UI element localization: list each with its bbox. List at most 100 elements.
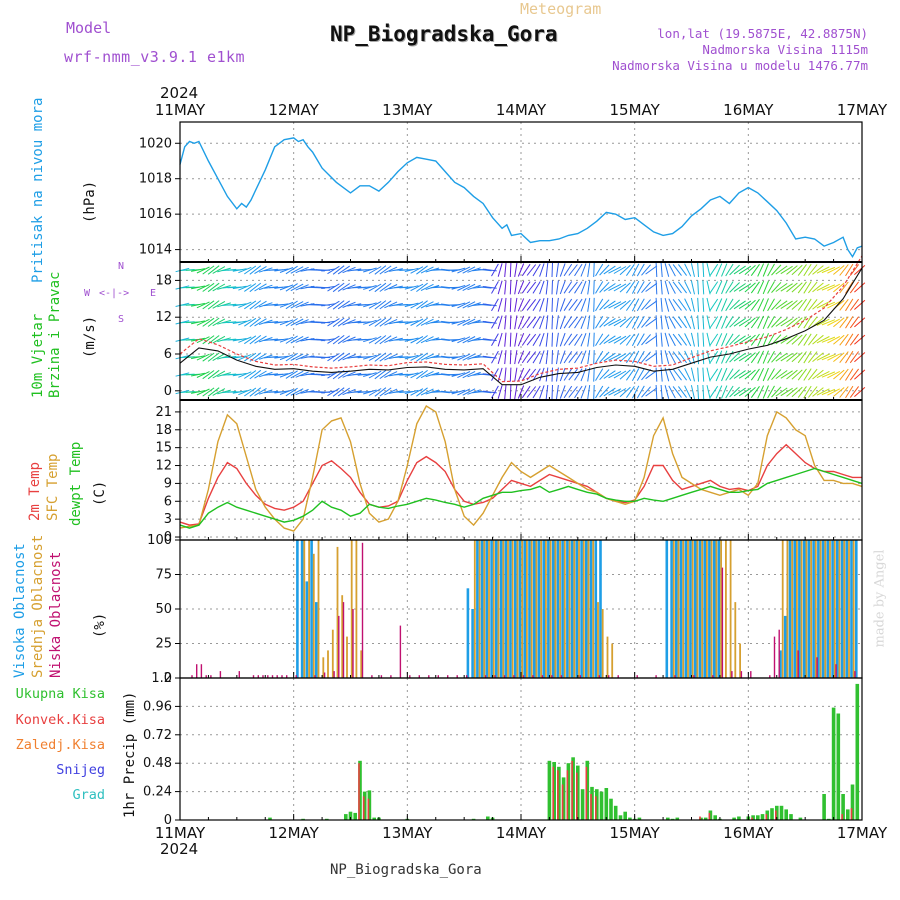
wind-arrow bbox=[196, 353, 210, 361]
wind-arrow bbox=[384, 388, 398, 396]
wind-arrow bbox=[504, 280, 507, 295]
wind-arrow bbox=[196, 284, 210, 291]
precip-convective-bar bbox=[775, 810, 777, 820]
wind-arrow bbox=[504, 262, 507, 278]
wind-arrow bbox=[207, 352, 220, 362]
y-tick-label: 0 bbox=[164, 671, 172, 686]
wind-arrow bbox=[738, 335, 752, 344]
wind-arrow bbox=[563, 263, 573, 277]
wind-arrow bbox=[845, 298, 854, 312]
y-tick-label: 18 bbox=[155, 423, 172, 438]
high-cloud-bar bbox=[817, 540, 820, 678]
wind-arrow bbox=[514, 385, 518, 399]
wind-arrow bbox=[342, 301, 356, 308]
wind-arrow bbox=[797, 386, 807, 398]
wind-arrow bbox=[539, 332, 545, 347]
high-cloud-bar bbox=[315, 602, 318, 678]
temp-unit: (C) bbox=[92, 480, 108, 506]
low-cloud-bar bbox=[598, 675, 600, 678]
wind-arrow bbox=[514, 280, 518, 295]
wind-arrow bbox=[849, 351, 860, 364]
wind-arrow bbox=[410, 370, 424, 379]
wind-arrow bbox=[462, 388, 476, 396]
wind-arrow bbox=[833, 369, 845, 380]
wind-arrow bbox=[559, 280, 566, 295]
wind-arrow bbox=[357, 303, 372, 306]
wind-arrow bbox=[780, 283, 793, 292]
wind-arrow bbox=[509, 384, 512, 400]
wind-arrow bbox=[342, 354, 356, 361]
wind-arrow bbox=[854, 299, 866, 310]
wind-arrow bbox=[797, 368, 807, 381]
wind-arrow bbox=[797, 264, 807, 276]
wind-arrow bbox=[285, 370, 298, 379]
mid-cloud-bar bbox=[360, 650, 363, 678]
wind-arrow bbox=[410, 318, 424, 326]
wind-arrow bbox=[603, 352, 616, 362]
wind-arrow bbox=[374, 282, 387, 293]
y-tick-label: 0.48 bbox=[143, 756, 172, 771]
low-cloud-bar bbox=[447, 675, 449, 678]
high-cloud-bar bbox=[712, 540, 716, 678]
precip-total-bar bbox=[623, 811, 627, 820]
wind-arrow bbox=[232, 372, 247, 377]
wind-arrow bbox=[517, 385, 525, 399]
wind-arrow bbox=[244, 283, 257, 292]
precip-total-bar bbox=[486, 816, 490, 820]
wind-arrow bbox=[664, 280, 670, 295]
precip-total-bar bbox=[604, 788, 609, 820]
precip-total-bar bbox=[699, 817, 703, 820]
wind-arrow bbox=[715, 333, 723, 347]
wind-arrow bbox=[767, 385, 775, 399]
wind-arrow bbox=[363, 372, 377, 377]
wind-arrow bbox=[797, 333, 807, 346]
wind-arrow bbox=[416, 352, 428, 362]
wind-arrow bbox=[207, 265, 220, 275]
wind-arrow bbox=[539, 385, 545, 399]
wind-arrow bbox=[595, 316, 604, 329]
temp-ylabel-dewpt: dewpt Temp bbox=[68, 441, 84, 526]
wind-arrow bbox=[545, 350, 549, 365]
low-cloud-bar bbox=[205, 675, 207, 678]
y-tick-label: 3 bbox=[164, 512, 172, 527]
high-cloud-bar bbox=[561, 540, 564, 678]
wind-arrow bbox=[244, 335, 257, 345]
wind-arrow bbox=[757, 315, 765, 329]
mid-cloud-bar bbox=[852, 540, 855, 678]
precip-total-bar bbox=[552, 762, 556, 820]
wind-arrow bbox=[539, 280, 545, 295]
x-top-tick-label: 12MAY bbox=[269, 101, 320, 119]
mid-cloud-bar bbox=[540, 540, 542, 678]
wind-arrow bbox=[521, 316, 531, 329]
wind-arrow bbox=[697, 332, 699, 347]
wind-arrow bbox=[563, 368, 573, 381]
high-cloud-bar bbox=[556, 540, 560, 678]
low-cloud-bar bbox=[693, 675, 695, 678]
wind-arrow bbox=[854, 369, 866, 380]
x-bottom-tick-label: 11MAY bbox=[155, 824, 206, 842]
wind-arrow bbox=[631, 315, 640, 329]
wind-arrow bbox=[497, 280, 503, 295]
wind-arrow bbox=[668, 368, 676, 381]
wind-arrow bbox=[625, 333, 635, 346]
wind-arrow bbox=[668, 350, 676, 364]
precip-total-bar bbox=[613, 805, 618, 820]
wind-arrow bbox=[729, 369, 740, 380]
wind-arrow bbox=[332, 352, 345, 362]
wind-arrow bbox=[636, 385, 645, 399]
wind-arrow bbox=[738, 283, 752, 292]
wind-arrow bbox=[497, 350, 503, 365]
wind-arrow bbox=[775, 300, 788, 310]
wind-unit: (m/s) bbox=[82, 315, 98, 358]
precip-total-bar bbox=[850, 784, 855, 820]
wind-arrow bbox=[580, 315, 587, 329]
wind-arrow bbox=[249, 317, 262, 327]
wind-arrow bbox=[738, 370, 752, 379]
wind-arrow bbox=[641, 281, 651, 294]
wind-arrow bbox=[697, 384, 699, 400]
wind-arrow bbox=[207, 369, 220, 380]
altitude-label: Nadmorska Visina 1115m bbox=[702, 42, 868, 57]
mid-cloud-bar bbox=[350, 540, 353, 678]
wind-arrow bbox=[363, 267, 377, 273]
wind-arrow bbox=[457, 336, 471, 344]
